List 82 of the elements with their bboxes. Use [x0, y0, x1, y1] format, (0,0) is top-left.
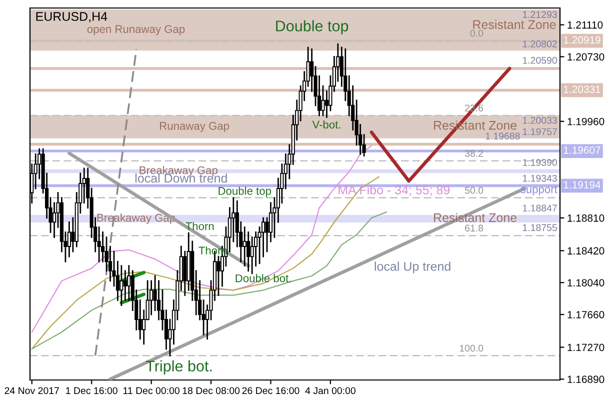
annotation: 1.20033 — [522, 116, 557, 124]
annotation: Triple bot. — [146, 360, 212, 375]
annotation: 1.20802 — [522, 40, 557, 48]
candlestick — [127, 265, 131, 301]
y-tick-label: 1.18040 — [568, 279, 604, 286]
ref-line-label: 1.20590 — [522, 56, 557, 64]
x-tick-label: 11 Dec 00:00 — [123, 387, 180, 394]
annotation: V-bot. — [312, 120, 340, 129]
ref-line-label: 1.19194 — [564, 181, 601, 188]
candlestick — [268, 202, 273, 242]
annotation: 1.18847 — [522, 204, 557, 212]
candlestick — [112, 250, 116, 287]
ref-line-label: 1.20331 — [564, 86, 600, 94]
candlestick — [235, 200, 239, 248]
candlestick — [123, 270, 127, 301]
candlestick — [156, 280, 161, 320]
candlestick — [138, 300, 142, 340]
candlestick — [164, 310, 168, 350]
y-tick-label: 1.16890 — [568, 376, 604, 384]
y-tick-label: 1.18420 — [568, 247, 604, 255]
annotation: Resistant Zone — [473, 20, 556, 29]
y-tick-label: 1.17660 — [568, 311, 604, 318]
candlestick — [261, 217, 266, 258]
y-tick-label: 1.20730 — [568, 53, 604, 61]
ref-line-label: 1.19688 — [486, 132, 520, 140]
candlestick — [67, 221, 71, 258]
candlestick — [198, 280, 202, 320]
x-tick-label: 24 Nov 2017 — [4, 387, 59, 394]
y-tick-label: 1.19960 — [568, 118, 604, 126]
ref-line-label: 1.19607 — [564, 146, 600, 154]
candlestick — [120, 265, 124, 306]
annotation: 1.18755 — [522, 224, 557, 232]
candlestick — [60, 197, 64, 252]
candlestick — [153, 275, 157, 311]
candlestick — [202, 300, 206, 336]
candlestick — [104, 236, 108, 272]
candlestick — [183, 250, 187, 296]
candlestick — [358, 124, 362, 155]
candlestick — [82, 168, 86, 204]
annotation: local Up trend — [374, 262, 450, 274]
x-tick-label: 4 Jan 00:00 — [305, 387, 356, 394]
x-tick-label: 26 Dec 16:00 — [242, 387, 300, 394]
annotation: 50.0 — [464, 186, 484, 194]
x-tick-label: 1 Dec 16:00 — [66, 387, 118, 394]
annotation: 0.0 — [470, 30, 484, 37]
annotation: 61.8 — [465, 224, 484, 232]
annotation: 1.19757 — [522, 128, 557, 136]
candlestick — [97, 226, 101, 262]
y-tick-label: 1.21110 — [568, 21, 603, 29]
annotation: Thorn — [186, 222, 214, 230]
candlestick — [100, 232, 105, 262]
annotation: Double top — [276, 20, 348, 34]
candlestick — [354, 100, 358, 146]
annotation: Double top — [218, 186, 272, 198]
annotation: MA Fibo - 34; 55; 89 — [338, 185, 450, 196]
band-label: Runaway Gap — [160, 122, 230, 132]
candlestick — [246, 232, 250, 272]
annotation: 1.19343 — [522, 174, 557, 182]
candlestick — [317, 75, 322, 116]
ref-line-label: 1.20919 — [564, 36, 600, 44]
annotation: 1.21293 — [522, 11, 557, 18]
y-tick-label: 1.17270 — [568, 344, 604, 352]
candlestick — [250, 236, 254, 274]
candlestick — [284, 153, 288, 190]
candlestick — [52, 202, 56, 238]
candlestick — [190, 240, 194, 301]
candlestick — [108, 246, 112, 282]
band-label: open Runaway Gap — [87, 25, 185, 36]
annotation: 100.0 — [460, 344, 484, 352]
annotation: 1.19390 — [522, 159, 557, 166]
candlestick — [34, 153, 38, 190]
candlestick — [242, 226, 246, 266]
annotation: 38.2 — [464, 150, 483, 157]
y-tick-label: 1.18810 — [568, 214, 604, 222]
annotation: support — [520, 186, 558, 196]
x-tick-label: 18 Dec 08:00 — [182, 387, 240, 394]
annotation: Double bot. — [236, 274, 291, 282]
candlestick — [116, 260, 120, 301]
candlestick — [186, 232, 190, 291]
candlestick — [254, 232, 258, 266]
chart-title: EURUSD,H4 — [36, 12, 108, 22]
candlestick — [232, 197, 236, 242]
